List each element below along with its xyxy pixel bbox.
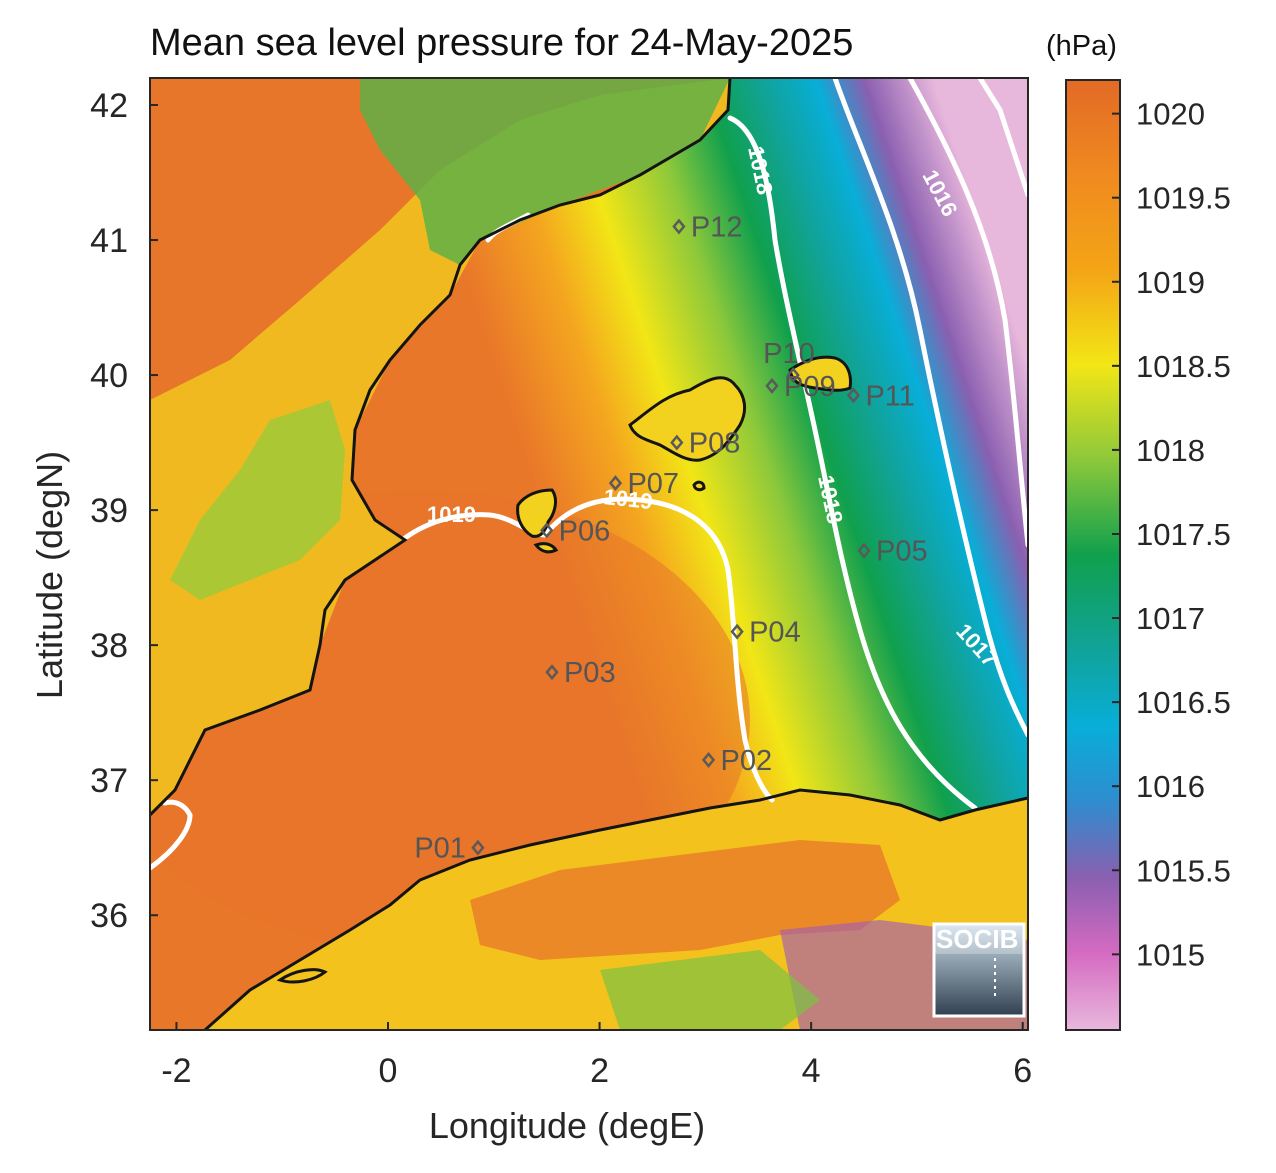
isobar-1019-west [150,799,193,871]
station-marker[interactable] [765,377,779,394]
x-tick-label: 6 [1013,1052,1032,1090]
station-label: P09 [784,371,836,403]
map-area[interactable]: 1016 1017 1018 1018 1019 1019 SOCIB [90,78,1028,1030]
station-marker[interactable] [701,751,716,768]
socib-logo-text: SOCIB [936,924,1018,954]
colorbar-tick-label: 1019.5 [1136,181,1231,216]
x-tick-label: 0 [379,1052,398,1090]
station-label: P10 [763,338,815,370]
x-tick-label: -2 [161,1052,191,1090]
isobar-label: 1019 [602,484,653,514]
y-axis-label: Latitude (degN) [29,451,70,699]
y-tick-label: 41 [90,222,128,260]
colorbar-tick-label: 1015 [1136,937,1205,972]
station-label: P02 [721,745,773,777]
colorbar-tick-label: 1017.5 [1136,517,1231,552]
isobars [150,78,1028,871]
station-marker[interactable] [672,218,686,235]
station-marker[interactable] [608,475,623,492]
x-axis-ticks: -2 0 2 4 6 [161,1022,1032,1090]
station-label: P04 [749,617,801,649]
map-frame [149,77,1029,1031]
island-mallorca [628,376,747,462]
land-iberia-green-patch [360,78,730,265]
x-tick-label: 2 [590,1052,609,1090]
colorbar-tick-label: 1017 [1136,601,1205,636]
y-tick-label: 38 [90,627,128,665]
station-label: P07 [627,468,679,500]
island-cabrera [692,480,706,492]
y-axis-ticks: 42 41 40 39 38 37 36 [90,87,158,935]
colorbar-tick-label: 1016.5 [1136,685,1231,720]
y-tick-label: 42 [90,87,128,125]
station-label: P03 [564,657,616,689]
station-label: P11 [865,380,914,412]
colorbar-ticks: 1020 1019.5 1019 1018.5 1018 1017.5 1017 1016.5… [1112,97,1231,972]
station-label: P08 [689,428,741,460]
land-africa-green-patch [600,950,820,1030]
station-marker[interactable] [670,434,684,451]
isobar-1016 [907,78,1028,548]
african-coastline [204,788,1028,1030]
x-axis-label: Longitude (degE) [429,1105,705,1146]
colorbar-tick-label: 1020 [1136,97,1205,132]
iberian-coastline [150,78,732,817]
coastlines [150,78,1028,1030]
isobar-1018 [727,115,978,811]
land-iberia-inland-patch [170,400,345,600]
station-marker[interactable] [846,387,861,404]
y-tick-label: 39 [90,492,128,530]
colorbar-tick-label: 1018 [1136,433,1205,468]
colorbar-tick-label: 1019 [1136,265,1205,300]
colorbar-tick-label: 1016 [1136,769,1205,804]
island-menorca [788,355,852,392]
y-tick-label: 40 [90,357,128,395]
x-tick-label: 4 [802,1052,821,1090]
station-label: P05 [876,536,928,568]
station-marker[interactable] [857,542,871,559]
isobar-1019 [402,496,775,803]
station-marker[interactable] [540,522,554,539]
isobar-1017 [832,78,1028,738]
station-marker[interactable] [471,839,485,856]
colorbar-tick-label: 1015.5 [1136,853,1231,888]
isobar-1016-far [977,78,1028,198]
y-tick-label: 36 [90,897,128,935]
y-tick-label: 37 [90,762,128,800]
station-label: P12 [691,212,743,244]
alboran-island [276,968,328,984]
colorbar: 1020 1019.5 1019 1018.5 1018 1017.5 1017 1016.5… [1065,79,1231,1031]
land-iberia-coastal-band [150,78,730,815]
station-marker[interactable] [730,623,744,640]
station-label: P06 [559,515,611,547]
colorbar-unit: (hPa) [1046,30,1117,62]
socib-logo: SOCIB [932,922,1026,1018]
station-marker[interactable] [786,367,800,384]
colorbar-gradient [1065,79,1121,1031]
colorbar-tick-label: 1018.5 [1136,349,1231,384]
isobar-label: 1019 [427,502,476,527]
island-formentera [533,542,559,554]
map-title: Mean sea level pressure for 24-May-2025 [150,22,854,64]
station-label: P01 [414,833,466,865]
station-marker[interactable] [545,664,559,681]
